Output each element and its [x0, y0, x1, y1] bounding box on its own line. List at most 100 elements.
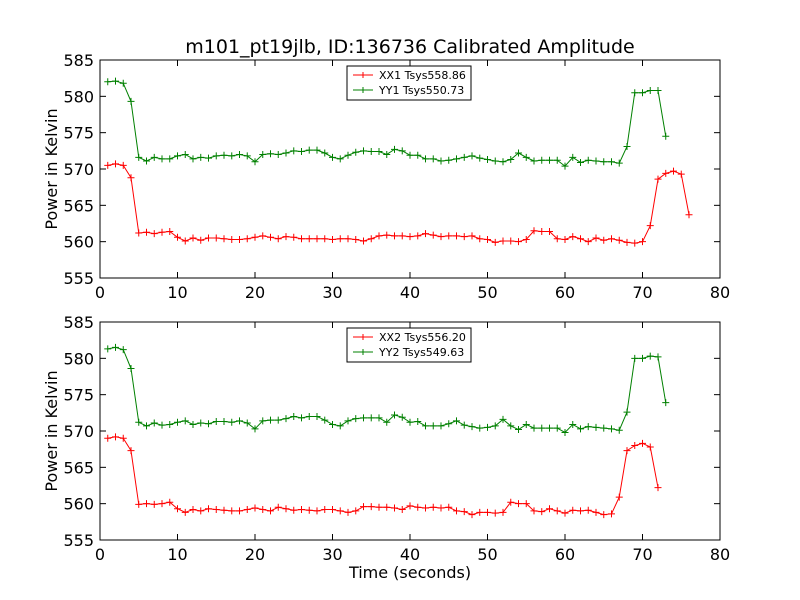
data-point	[530, 227, 538, 235]
x-tick-label: 0	[95, 283, 105, 302]
data-point	[189, 155, 197, 163]
data-point	[654, 484, 662, 492]
data-point	[631, 354, 639, 362]
data-point	[352, 415, 360, 423]
data-point	[243, 419, 251, 427]
data-point	[429, 422, 437, 430]
data-point	[367, 235, 375, 243]
data-point	[499, 237, 507, 245]
data-point	[577, 425, 584, 433]
data-point	[135, 153, 143, 161]
data-point	[623, 447, 631, 455]
data-point	[205, 505, 212, 513]
data-point	[453, 417, 460, 425]
data-point	[383, 418, 391, 426]
data-point	[174, 152, 181, 160]
data-point	[329, 505, 336, 513]
data-point	[360, 414, 367, 422]
data-point	[166, 155, 174, 163]
data-point	[189, 505, 197, 513]
data-point	[321, 149, 329, 157]
data-point	[615, 159, 623, 167]
legend-label: XX1 Tsys558.86	[379, 69, 466, 82]
data-point	[267, 507, 274, 515]
data-point	[592, 423, 600, 431]
data-point	[639, 89, 646, 97]
data-point	[515, 149, 522, 157]
y-tick-label: 570	[63, 160, 94, 179]
data-point	[127, 97, 135, 105]
data-point	[212, 234, 220, 242]
data-point	[522, 153, 530, 161]
data-point	[119, 161, 127, 169]
data-point	[553, 507, 561, 515]
data-point	[391, 504, 398, 512]
data-point	[174, 233, 181, 241]
data-point	[561, 162, 569, 170]
data-point	[646, 352, 654, 360]
data-point	[375, 232, 383, 240]
data-point	[367, 503, 375, 511]
y-tick-label: 555	[63, 531, 94, 550]
data-point	[391, 232, 398, 240]
data-point	[631, 442, 639, 450]
data-point	[406, 233, 414, 241]
data-point	[398, 147, 406, 155]
data-point	[259, 505, 267, 513]
data-point	[491, 238, 499, 246]
data-point	[352, 507, 360, 515]
x-tick-label: 10	[167, 545, 187, 564]
data-point	[174, 505, 181, 513]
data-point	[414, 151, 422, 159]
data-point	[274, 235, 282, 243]
data-point	[538, 227, 546, 235]
data-point	[321, 416, 329, 424]
data-point	[561, 235, 569, 243]
data-point	[546, 227, 553, 235]
data-point	[259, 150, 267, 158]
data-point	[228, 418, 236, 426]
data-point	[391, 145, 398, 153]
data-point	[360, 147, 367, 155]
data-point	[491, 509, 499, 517]
y-tick-label: 560	[63, 495, 94, 514]
data-point	[476, 508, 484, 516]
x-tick-label: 20	[245, 283, 265, 302]
data-point	[577, 507, 584, 515]
y-tick-label: 585	[63, 313, 94, 332]
data-point	[290, 412, 298, 420]
data-point	[561, 509, 569, 517]
data-point	[406, 502, 414, 510]
data-point	[352, 235, 360, 243]
data-point	[654, 87, 662, 95]
data-point	[212, 152, 220, 160]
y-tick-label: 575	[63, 124, 94, 143]
data-point	[220, 418, 228, 426]
legend-label: XX2 Tsys556.20	[379, 331, 466, 344]
x-tick-label: 10	[167, 283, 187, 302]
data-point	[119, 79, 127, 87]
data-point	[662, 169, 670, 177]
data-point	[336, 422, 344, 430]
legend-box	[346, 327, 472, 363]
data-point	[538, 156, 546, 164]
data-point	[150, 500, 158, 508]
data-point	[685, 211, 693, 219]
legend-label: YY1 Tsys550.73	[378, 84, 464, 97]
data-point	[267, 233, 274, 241]
data-point	[615, 426, 623, 434]
data-point	[127, 365, 135, 373]
data-point	[251, 233, 259, 241]
data-point	[158, 228, 166, 236]
data-point	[569, 506, 577, 514]
data-point	[515, 500, 522, 508]
data-point	[437, 157, 445, 165]
data-point	[631, 89, 639, 97]
y-tick-label: 560	[63, 233, 94, 252]
data-point	[484, 423, 491, 431]
data-point	[220, 235, 228, 243]
data-point	[243, 152, 251, 160]
data-point	[104, 345, 112, 353]
data-point	[212, 505, 220, 513]
